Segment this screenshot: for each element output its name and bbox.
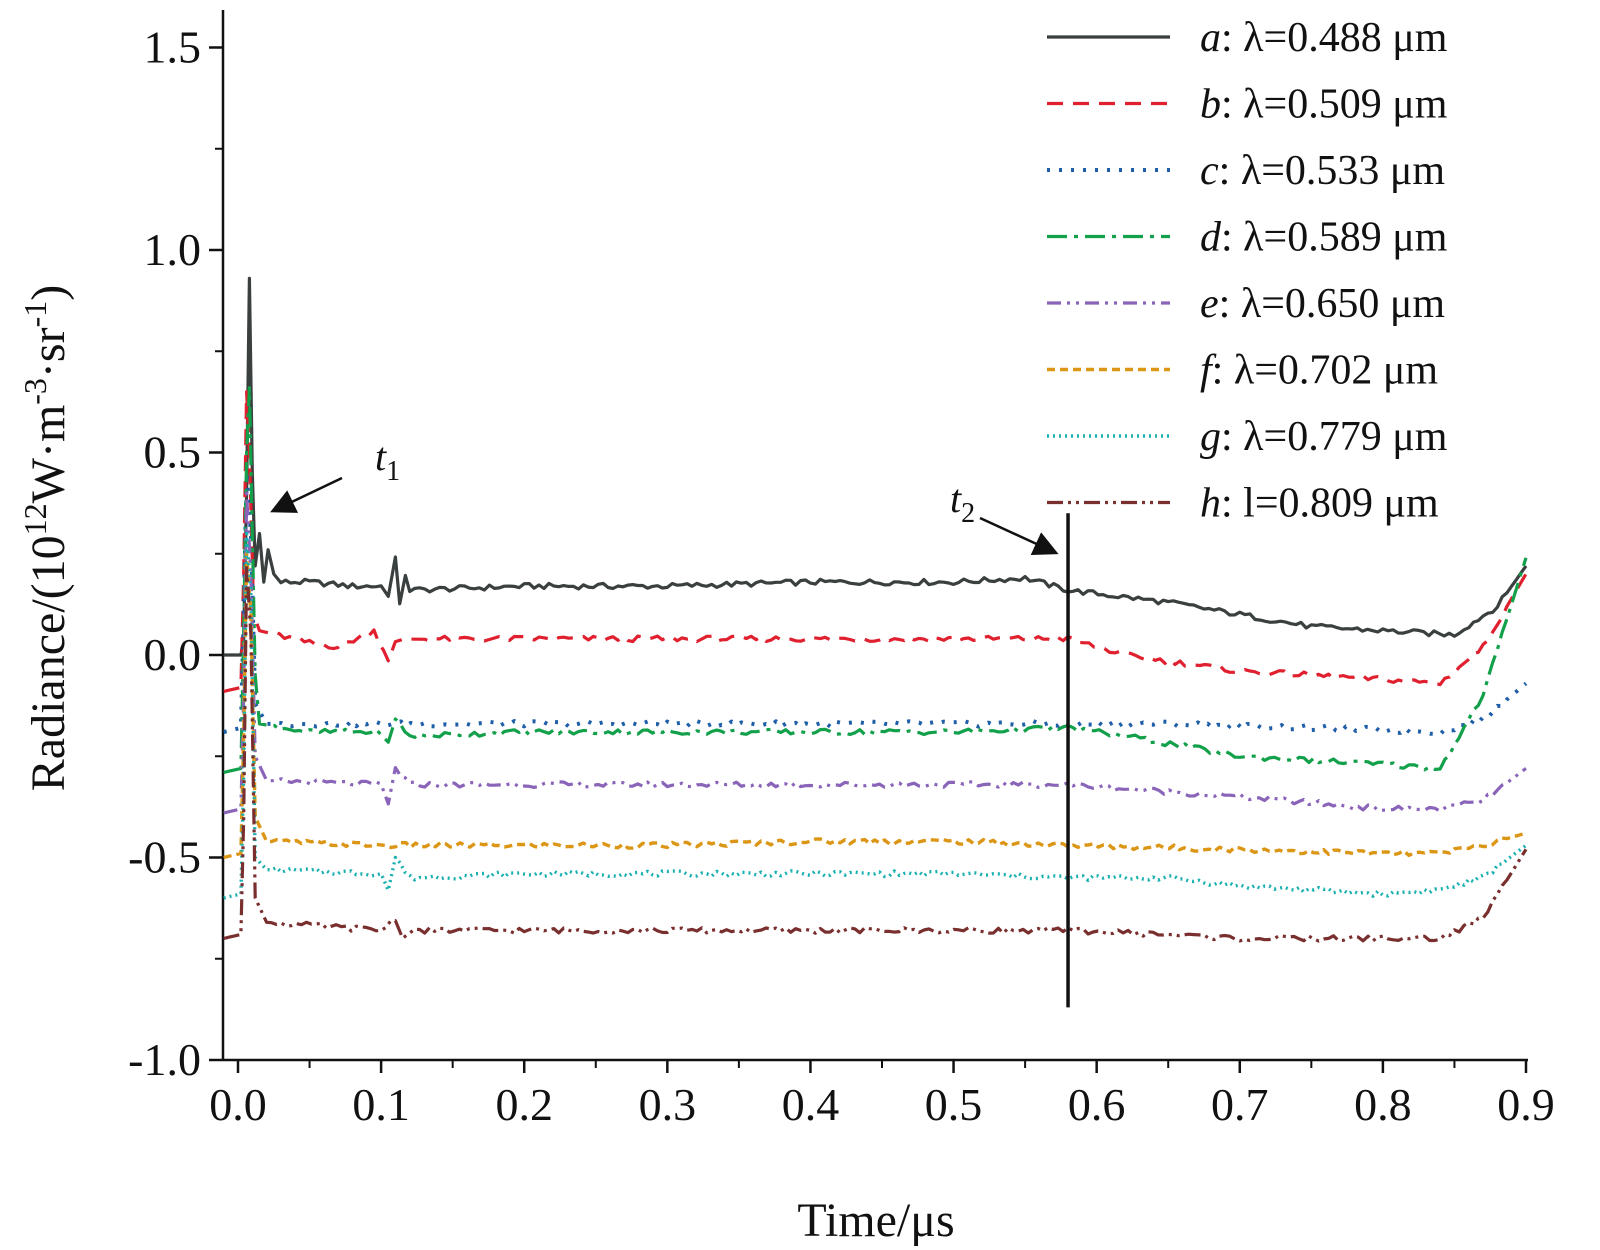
x-tick-label: 0.8 [1354,1079,1412,1130]
legend-label-b: b: λ=0.509 μm [1200,82,1448,128]
y-tick-label: 0.5 [144,427,202,478]
legend-label-g: g: λ=0.779 μm [1200,414,1448,460]
x-tick-label: 0.0 [209,1079,267,1130]
t2-label: t2 [950,476,975,529]
x-tick-label: 0.3 [639,1079,697,1130]
x-tick-label: 0.4 [782,1079,840,1130]
series-line-g [223,531,1528,900]
annotation-layer: t1 t2 [270,434,1070,1008]
t2-arrow [979,516,1059,556]
y-tick-label: -1.0 [128,1034,201,1085]
x-tick-label: 0.9 [1497,1079,1555,1130]
series-line-e [223,491,1527,815]
x-tick-label: 0.6 [1068,1079,1126,1130]
legend-label-f: f: λ=0.702 μm [1200,348,1438,394]
y-tick-label: 1.0 [144,224,202,275]
legend: a: λ=0.488 μm b: λ=0.509 μm c: λ=0.533 μm d… [1047,15,1448,527]
t1-label: t1 [375,434,400,487]
series-line-d [223,386,1528,775]
t1-arrow [270,476,343,513]
legend-label-h: h: l=0.809 μm [1200,481,1439,527]
series-line-a [223,276,1528,657]
legend-label-a: a: λ=0.488 μm [1200,15,1448,61]
x-axis-title: Time/μs [797,1194,954,1247]
y-ticks: 1.5 1.0 0.5 0.0 -0.5 -1.0 [128,22,223,1085]
legend-label-c: c: λ=0.533 μm [1200,148,1445,194]
x-ticks: 0.0 0.1 0.2 0.3 0.4 0.5 0.6 0.7 0.8 0.9 [209,1060,1555,1130]
legend-label-d: d: λ=0.589 μm [1200,215,1448,261]
series-line-b [223,390,1528,694]
x-tick-label: 0.7 [1211,1079,1269,1130]
series-line-h [223,564,1528,943]
series-line-f [223,552,1527,860]
x-tick-label: 0.1 [352,1079,410,1130]
x-tick-label: 0.2 [495,1079,553,1130]
series-layer [223,276,1528,943]
series-line-c [223,470,1528,737]
y-axis-title: Radiance/(1012W·m-3·sr-1) [17,285,75,791]
x-tick-label: 0.5 [925,1079,983,1130]
legend-label-e: e: λ=0.650 μm [1200,281,1445,327]
y-tick-label: -0.5 [128,832,201,883]
y-tick-label: 1.5 [144,22,202,73]
y-tick-label: 0.0 [144,629,202,680]
